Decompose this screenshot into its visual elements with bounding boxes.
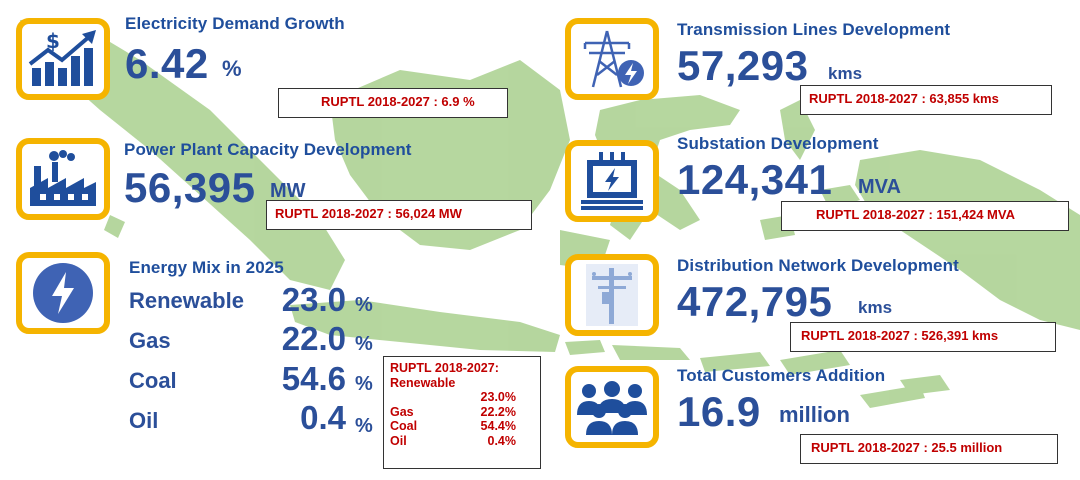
transmission-ruptl: RUPTL 2018-2027 : 63,855 kms [800,85,1052,115]
mix-renewable-unit: % [355,294,373,316]
transmission-value: 57,293 [677,42,809,89]
electricity-demand-ruptl: RUPTL 2018-2027 : 6.9 % [278,88,508,118]
distribution-tile [565,254,659,336]
substation-unit: MVA [858,176,901,198]
electricity-demand-value: 6.42 [125,40,209,87]
substation-title: Substation Development [677,134,879,153]
energy-mix-ruptl-renewable-row: 23.0% [390,390,534,405]
electricity-demand-tile: $ [16,18,110,100]
transmission-title: Transmission Lines Development [677,20,951,39]
energy-mix-ruptl-renewable-label: Renewable [390,375,456,390]
energy-mix-ruptl-box: RUPTL 2018-2027: Renewable 23.0% Gas 22.… [383,356,541,469]
mix-oil-value: 0.4 [300,399,346,436]
mix-gas-value: 22.0 [281,320,346,357]
electricity-demand-unit: % [222,56,242,81]
energy-mix-tile [16,252,110,334]
mix-oil-unit: % [355,415,373,437]
customers-value: 16.9 [677,388,761,435]
energy-mix-title: Energy Mix in 2025 [129,258,284,277]
customers-unit: million [779,402,850,427]
power-plant-ruptl: RUPTL 2018-2027 : 56,024 MW [266,200,532,230]
energy-mix-ruptl-coal-row: Coal 54.4% [390,419,534,434]
mix-gas-unit: % [355,333,373,355]
substation-icon [581,152,643,210]
mix-coal-unit: % [355,373,373,395]
energy-mix-ruptl-oil-label: Oil [390,433,407,448]
distribution-ruptl: RUPTL 2018-2027 : 526,391 kms [790,322,1056,352]
people-group-icon [577,381,647,435]
energy-mix-ruptl-oil-value: 0.4% [487,433,517,448]
mix-oil-label: Oil [129,408,159,433]
power-plant-tile [16,138,110,220]
distribution-value: 472,795 [677,278,833,325]
mix-coal-label: Coal [129,368,177,393]
customers-title: Total Customers Addition [677,366,886,385]
energy-mix-ruptl-coal-label: Coal [390,419,418,433]
energy-mix-ruptl-gas-value: 22.2% [480,404,516,419]
energy-mix-ruptl-title: RUPTL 2018-2027: [390,361,499,375]
substation-tile [565,140,659,222]
power-plant-title: Power Plant Capacity Development [124,140,412,159]
power-plant-value: 56,395 [124,164,256,211]
substation-ruptl: RUPTL 2018-2027 : 151,424 MVA [781,201,1069,231]
distribution-title: Distribution Network Development [677,256,959,275]
power-plant-unit: MW [270,180,306,202]
mix-gas-label: Gas [129,328,171,353]
growth-chart-dollar-icon: $ [28,29,96,86]
mix-renewable-label: Renewable [129,288,244,313]
transmission-tile [565,18,659,100]
lightning-bolt-icon [33,263,93,323]
energy-mix-ruptl-coal-value: 54.4% [480,419,516,433]
utility-pole-icon [586,264,638,326]
energy-mix-ruptl-renewable-value: 23.0% [480,390,516,404]
mix-coal-value: 54.6 [281,360,346,397]
energy-mix-ruptl-oil-row: Oil 0.4% [390,434,534,449]
transmission-tower-icon [583,30,644,88]
factory-icon [30,150,96,206]
customers-tile [565,366,659,448]
substation-value: 124,341 [677,156,833,203]
distribution-unit: kms [858,298,893,317]
electricity-demand-title: Electricity Demand Growth [125,14,345,33]
svg-text:$: $ [46,29,60,53]
energy-mix-ruptl-gas-label: Gas [390,404,414,419]
energy-mix-ruptl-gas-row: Gas 22.2% [390,405,534,420]
transmission-unit: kms [828,64,863,83]
mix-renewable-value: 23.0 [281,281,346,318]
customers-ruptl: RUPTL 2018-2027 : 25.5 million [800,434,1058,464]
